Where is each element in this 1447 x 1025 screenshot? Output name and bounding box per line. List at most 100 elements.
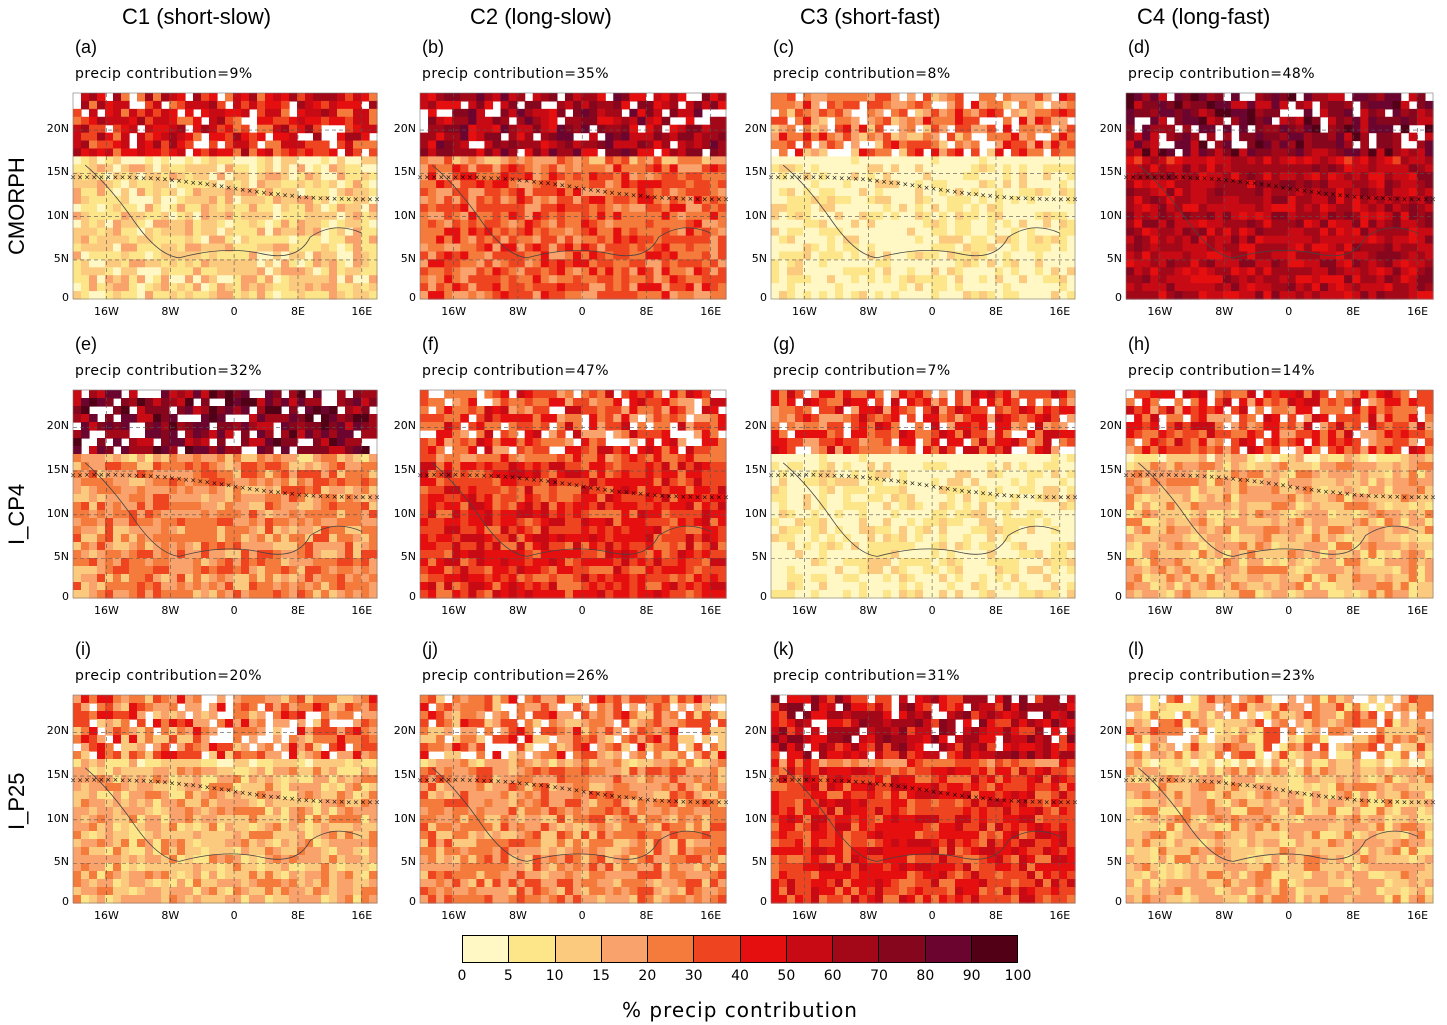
map-cell bbox=[209, 518, 218, 527]
map-cell bbox=[297, 227, 306, 237]
map-cell bbox=[971, 172, 980, 181]
map-cell bbox=[685, 227, 695, 237]
map-cell bbox=[701, 140, 711, 150]
map-cell bbox=[779, 180, 788, 189]
map-cell bbox=[1271, 132, 1281, 142]
map-cell bbox=[121, 454, 130, 463]
map-cell bbox=[81, 267, 90, 276]
map-cell bbox=[420, 219, 429, 229]
map-cell bbox=[281, 203, 290, 213]
map-cell bbox=[369, 211, 378, 221]
map-cell bbox=[345, 478, 354, 487]
map-cell bbox=[963, 124, 972, 134]
map-cell bbox=[185, 446, 194, 455]
map-cell bbox=[613, 251, 622, 260]
lat-tick-label: 5N bbox=[751, 251, 767, 265]
map-cell bbox=[361, 219, 370, 229]
map-cell bbox=[771, 132, 780, 142]
map-cell bbox=[241, 454, 250, 463]
map-cell bbox=[971, 235, 980, 245]
map-cell bbox=[1392, 283, 1402, 292]
map-cell bbox=[883, 93, 892, 102]
itd-marker: × bbox=[120, 174, 126, 182]
map-cell bbox=[508, 251, 518, 260]
map-cell bbox=[1263, 227, 1273, 237]
map-cell bbox=[105, 172, 114, 181]
map-cell bbox=[281, 518, 290, 527]
map-cell bbox=[121, 148, 130, 157]
map-cell bbox=[556, 291, 566, 300]
map-cell bbox=[313, 275, 322, 284]
map-cell bbox=[468, 291, 477, 300]
map-cell bbox=[621, 211, 630, 221]
map-cell bbox=[1336, 100, 1345, 110]
map-cell bbox=[1134, 132, 1143, 142]
map-cell bbox=[1067, 259, 1076, 268]
map-cell bbox=[113, 164, 122, 173]
map-cell bbox=[137, 283, 146, 292]
map-cell bbox=[460, 259, 469, 268]
map-cell bbox=[289, 93, 298, 102]
map-cell bbox=[1400, 124, 1410, 134]
map-cell bbox=[233, 390, 242, 399]
map-cell bbox=[1059, 219, 1068, 229]
map-cell bbox=[1214, 227, 1224, 237]
map-cell bbox=[564, 156, 574, 165]
map-cell bbox=[289, 518, 298, 527]
map-cell bbox=[1150, 291, 1159, 300]
map-cell bbox=[1392, 196, 1402, 205]
itd-marker: × bbox=[247, 485, 253, 493]
map-cell bbox=[653, 291, 663, 300]
map-cell bbox=[249, 582, 258, 591]
itd-marker: × bbox=[1058, 195, 1064, 203]
map-cell bbox=[1011, 267, 1020, 276]
map-cell bbox=[701, 132, 711, 142]
map-cell bbox=[701, 227, 711, 237]
map-cell bbox=[273, 100, 282, 110]
map-cell bbox=[337, 211, 346, 221]
map-cell bbox=[1327, 283, 1337, 292]
map-cell bbox=[508, 235, 518, 245]
map-cell bbox=[492, 148, 502, 157]
itd-marker: × bbox=[481, 174, 487, 182]
map-cell bbox=[265, 140, 274, 150]
map-cell bbox=[1019, 108, 1028, 118]
map-cell bbox=[867, 219, 876, 229]
map-cell bbox=[1360, 227, 1369, 237]
map-cell bbox=[883, 227, 892, 237]
map-cell bbox=[597, 267, 606, 276]
map-cell bbox=[637, 132, 647, 142]
map-cell bbox=[369, 156, 378, 165]
map-cell bbox=[1336, 180, 1345, 189]
map-cell bbox=[1392, 108, 1402, 118]
map-cell bbox=[1376, 100, 1386, 110]
map-cell bbox=[121, 430, 130, 439]
map-cell bbox=[297, 259, 306, 268]
map-cell bbox=[113, 203, 122, 213]
map-cell bbox=[1003, 259, 1012, 268]
map-cell bbox=[1287, 196, 1297, 205]
map-cell bbox=[573, 164, 582, 173]
map-cell bbox=[217, 124, 226, 134]
map-cell bbox=[548, 93, 558, 102]
map-cell bbox=[97, 462, 106, 471]
map-cell bbox=[947, 243, 956, 253]
itd-marker: × bbox=[1152, 173, 1158, 181]
map-cell bbox=[795, 148, 804, 157]
map-cell bbox=[1416, 219, 1426, 229]
map-cell bbox=[161, 518, 170, 527]
map-cell bbox=[1035, 267, 1044, 276]
itd-marker: × bbox=[360, 493, 366, 501]
map-cell bbox=[73, 140, 82, 150]
map-cell bbox=[305, 414, 314, 423]
map-cell bbox=[1255, 180, 1264, 189]
map-cell bbox=[685, 235, 695, 245]
map-cell bbox=[369, 140, 378, 150]
map-cell bbox=[468, 132, 477, 142]
map-cell bbox=[621, 203, 630, 213]
map-cell bbox=[1239, 259, 1248, 268]
map-cell bbox=[129, 124, 138, 134]
map-cell bbox=[1198, 188, 1208, 197]
map-cell bbox=[771, 219, 780, 229]
map-cell bbox=[225, 398, 234, 407]
